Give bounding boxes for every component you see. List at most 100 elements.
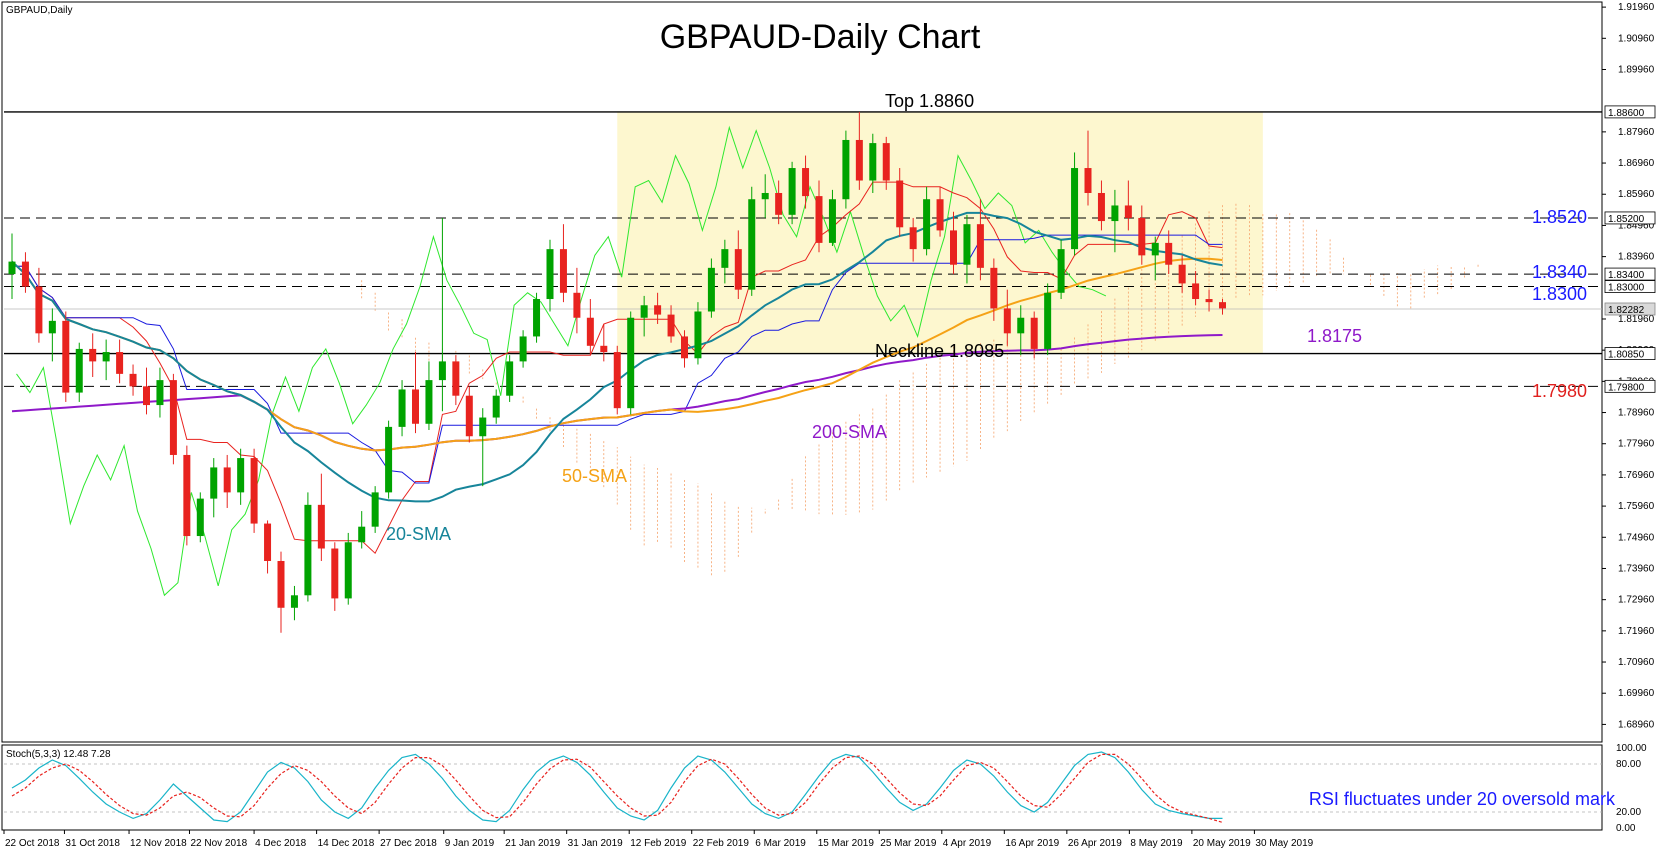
bearish-candle xyxy=(317,504,325,549)
y-tick-label: 1.85960 xyxy=(1618,189,1655,200)
bullish-candle xyxy=(492,395,500,418)
level-1-8300-label: 1.8300 xyxy=(1532,284,1587,304)
bearish-candle xyxy=(613,352,621,409)
top-level-label: Top 1.8860 xyxy=(885,91,974,111)
sma50-label: 50-SMA xyxy=(562,466,627,486)
price-box xyxy=(1604,211,1656,225)
bullish-candle xyxy=(358,526,366,543)
y-tick-label: 1.70960 xyxy=(1618,657,1655,668)
x-tick-label: 22 Nov 2018 xyxy=(190,838,247,849)
level-1-7980-label: 1.7980 xyxy=(1532,381,1587,401)
y-tick-label: 1.69960 xyxy=(1618,688,1655,699)
bearish-candle xyxy=(855,139,863,181)
bullish-candle xyxy=(344,542,352,599)
bullish-candle xyxy=(290,595,298,608)
bearish-candle xyxy=(1003,308,1011,334)
stoch-tick-label: 100.00 xyxy=(1616,743,1647,754)
bullish-candle xyxy=(1017,317,1025,334)
current-price-box xyxy=(1604,302,1656,316)
y-tick-label: 1.84960 xyxy=(1618,220,1655,231)
x-tick-label: 4 Dec 2018 xyxy=(255,838,307,849)
price-box-label: 1.85200 xyxy=(1608,214,1645,225)
bearish-candle xyxy=(21,261,29,287)
y-tick-label: 1.72960 xyxy=(1618,595,1655,606)
bullish-candle xyxy=(546,249,554,300)
stoch-main-line xyxy=(11,751,1223,823)
bullish-candle xyxy=(721,249,729,268)
bearish-candle xyxy=(976,224,984,268)
stoch-tick-label: 20.00 xyxy=(1616,807,1641,818)
tenkan-line xyxy=(12,181,1223,555)
bearish-candle xyxy=(1097,192,1105,222)
y-tick-label: 1.89960 xyxy=(1618,64,1655,75)
x-tick-label: 27 Dec 2018 xyxy=(380,838,437,849)
bearish-candle xyxy=(1138,217,1146,256)
bearish-candle xyxy=(277,560,285,608)
y-tick-label: 1.77960 xyxy=(1618,439,1655,450)
bearish-candle xyxy=(802,168,810,197)
x-tick-label: 26 Apr 2019 xyxy=(1068,838,1122,849)
y-tick-label: 1.74960 xyxy=(1618,532,1655,543)
bullish-candle xyxy=(748,199,756,290)
bullish-candle xyxy=(156,380,164,406)
bearish-candle xyxy=(1178,264,1186,284)
bearish-candle xyxy=(129,373,137,387)
bearish-candle xyxy=(1124,205,1132,218)
bullish-candle xyxy=(75,348,83,393)
x-tick-label: 15 Mar 2019 xyxy=(818,838,875,849)
bullish-candle xyxy=(506,361,514,396)
bullish-candle xyxy=(1111,205,1119,222)
bearish-candle xyxy=(465,395,473,437)
price-box xyxy=(1604,105,1656,119)
x-tick-label: 25 Mar 2019 xyxy=(880,838,937,849)
bearish-candle xyxy=(681,336,688,359)
bullish-candle xyxy=(707,267,715,312)
bullish-candle xyxy=(694,311,702,359)
bullish-candle xyxy=(828,199,836,243)
x-tick-label: 12 Nov 2018 xyxy=(130,838,187,849)
bullish-candle xyxy=(102,352,110,362)
bearish-candle xyxy=(950,230,957,265)
x-tick-label: 22 Oct 2018 xyxy=(5,838,60,849)
bearish-candle xyxy=(1030,317,1038,349)
bearish-candle xyxy=(452,361,460,396)
bullish-candle xyxy=(923,199,931,250)
sma200-value-label: 1.8175 xyxy=(1307,326,1362,346)
bearish-candle xyxy=(815,196,823,243)
price-box-label: 1.80850 xyxy=(1608,350,1645,361)
bearish-candle xyxy=(331,548,339,599)
y-tick-label: 1.86960 xyxy=(1618,158,1655,169)
bullish-candle xyxy=(627,317,635,409)
x-tick-label: 16 Apr 2019 xyxy=(1005,838,1059,849)
sma20-label: 20-SMA xyxy=(386,524,451,544)
y-tick-label: 1.68960 xyxy=(1618,719,1655,730)
bearish-candle xyxy=(882,143,890,181)
bearish-candle xyxy=(169,380,177,455)
stoch-panel-frame xyxy=(1,744,1603,831)
y-tick-label: 1.87960 xyxy=(1618,127,1655,138)
bearish-candle xyxy=(1205,299,1213,303)
bullish-candle xyxy=(304,504,312,596)
y-tick-label: 1.90960 xyxy=(1618,33,1655,44)
bearish-candle xyxy=(936,199,944,231)
bearish-candle xyxy=(62,320,70,393)
bearish-candle xyxy=(250,458,258,524)
bullish-candle xyxy=(519,336,527,362)
bearish-candle xyxy=(909,227,917,250)
bearish-candle xyxy=(35,286,43,334)
bearish-candle xyxy=(264,523,272,561)
x-tick-label: 21 Jan 2019 xyxy=(505,838,560,849)
bullish-candle xyxy=(1057,249,1065,293)
bullish-candle xyxy=(533,299,541,337)
price-box xyxy=(1604,280,1656,293)
price-box-label: 1.83000 xyxy=(1608,283,1645,294)
bullish-candle xyxy=(371,492,379,527)
x-tick-label: 4 Apr 2019 xyxy=(943,838,992,849)
bearish-candle xyxy=(223,467,231,493)
x-tick-label: 6 Mar 2019 xyxy=(755,838,806,849)
bullish-candle xyxy=(8,261,16,275)
stoch-annotation: RSI fluctuates under 20 oversold mark xyxy=(1309,789,1616,809)
price-box xyxy=(1604,347,1656,361)
x-tick-label: 12 Feb 2019 xyxy=(630,838,687,849)
